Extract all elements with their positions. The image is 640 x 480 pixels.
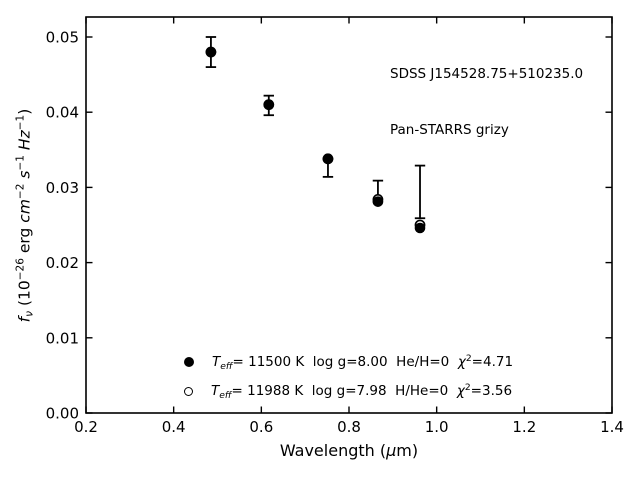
legend-entry: Teff= 11500 K log g=8.00 He/H=0 χ2=4.71 (183, 352, 514, 372)
richtext-token: ν (23, 310, 36, 317)
richtext-token: −1 (14, 155, 27, 171)
filled-circle-model-point (205, 46, 217, 58)
x-tick-label: 0.8 (337, 418, 361, 436)
x-tick-label: 0.6 (249, 418, 273, 436)
richtext-token: eff (219, 389, 232, 401)
legend-entry: Teff= 11988 K log g=7.98 H/He=0 χ2=3.56 (183, 381, 513, 401)
y-tick-label: 0.01 (46, 329, 79, 347)
y-tick-label: 0.00 (46, 405, 79, 423)
annotation-block: SDSS J154528.75+510235.0 Pan-STARRS griz… (390, 28, 583, 176)
richtext-token: f (15, 316, 34, 323)
x-tick-label: 0.2 (74, 418, 98, 436)
y-axis-label: fν (10−26 erg cm−2 s−1 Hz−1) (14, 16, 39, 416)
richtext-token: = 11500 K log g=8.00 He/H=0 (232, 354, 458, 370)
richtext-token: −1 (14, 114, 27, 131)
richtext-token: Wavelength ( (279, 441, 387, 460)
richtext-token: 2 (464, 381, 471, 393)
richtext-token: cm (15, 199, 34, 223)
x-tick-label: 1.0 (425, 418, 449, 436)
y-tick-label: 0.03 (46, 179, 79, 197)
open-circle-marker (184, 386, 193, 396)
richtext-token: χ (456, 383, 465, 399)
filled-circle-model-point (414, 222, 426, 234)
richtext-token: T (211, 383, 220, 399)
filled-circle-marker (184, 357, 194, 367)
filled-circle-model-point (322, 153, 334, 165)
richtext-token: T (212, 354, 221, 370)
richtext-token: χ (457, 354, 466, 370)
richtext-token: eff (220, 360, 233, 372)
richtext-token: = 11988 K log g=7.98 H/He=0 (231, 383, 457, 399)
richtext-token: 2 (465, 352, 472, 364)
richtext-token: −26 (14, 258, 27, 281)
filled-circle-model-point (372, 196, 384, 207)
legend-entry-text: Teff= 11500 K log g=8.00 He/H=0 χ2=4.71 (212, 352, 514, 372)
survey-text: Pan-STARRS grizy (390, 121, 509, 138)
y-tick-label: 0.02 (46, 254, 79, 272)
richtext-token: (10 (15, 280, 34, 311)
richtext-token: −2 (14, 183, 27, 200)
filled-circle-model-point (263, 99, 275, 110)
object-id-text: SDSS J154528.75+510235.0 (390, 66, 584, 82)
x-axis-label: Wavelength (μm) (86, 441, 612, 460)
y-tick-label: 0.05 (46, 29, 79, 47)
x-tick-label: 1.4 (600, 418, 624, 436)
y-tick-label: 0.04 (46, 104, 79, 122)
legend-entry-text: Teff= 11988 K log g=7.98 H/He=0 χ2=3.56 (211, 381, 513, 401)
x-tick-label: 0.4 (162, 418, 186, 436)
richtext-token: s (15, 170, 34, 179)
richtext-token: =4.71 (471, 354, 514, 370)
richtext-token: μ (386, 441, 397, 460)
richtext-token: Hz (15, 130, 34, 151)
x-tick-label: 1.2 (512, 418, 536, 436)
richtext-token: =3.56 (470, 383, 513, 399)
richtext-token: m) (396, 441, 419, 460)
richtext-token: erg (15, 222, 34, 259)
